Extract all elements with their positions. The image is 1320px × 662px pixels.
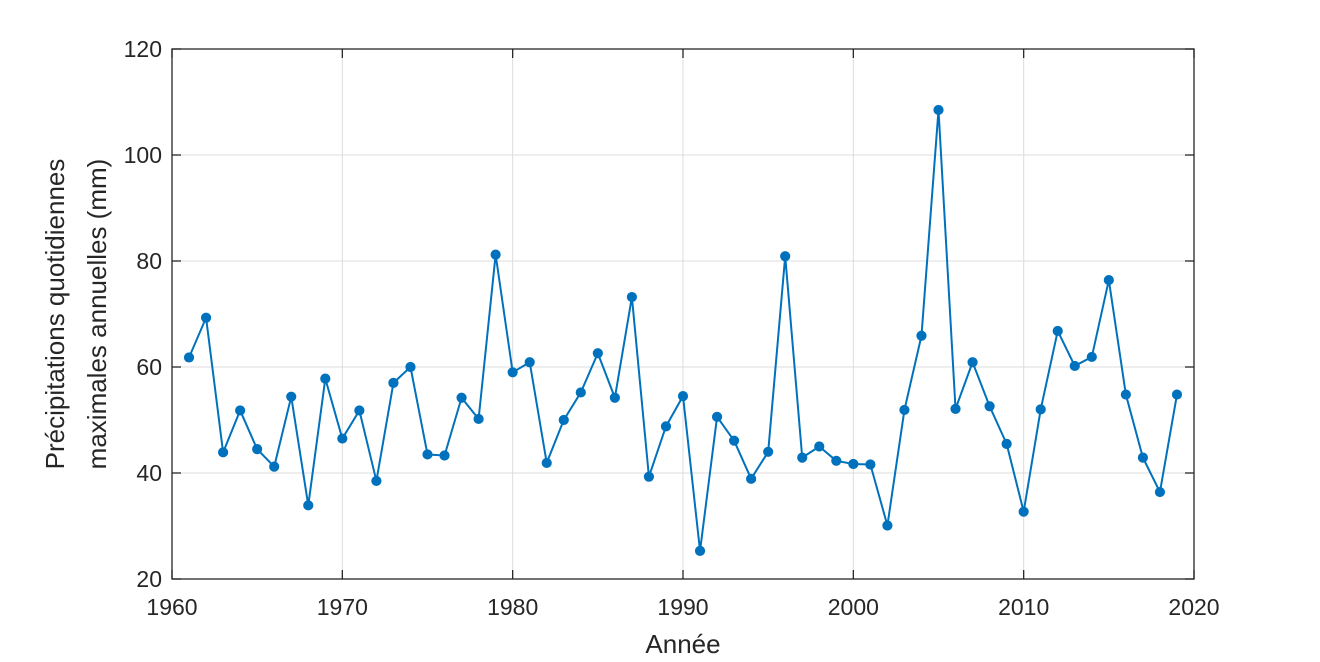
data-point	[1120, 389, 1131, 400]
data-point	[933, 104, 944, 116]
data-point	[643, 471, 655, 482]
y-tick-label: 120	[124, 36, 162, 62]
data-point	[286, 391, 297, 402]
data-point	[439, 450, 450, 461]
y-axis-label-line-1: Précipitations quotidiennes	[40, 159, 70, 470]
data-point	[422, 449, 433, 460]
y-tick-label: 20	[136, 566, 162, 592]
data-point	[1137, 452, 1149, 463]
data-point	[592, 348, 603, 359]
x-tick-label: 2010	[998, 594, 1049, 620]
x-tick-label: 1990	[657, 594, 708, 620]
data-point	[541, 457, 552, 469]
data-point	[1171, 389, 1183, 400]
data-point	[303, 500, 314, 511]
data-point	[729, 435, 740, 446]
data-point	[183, 352, 195, 363]
data-point	[1069, 360, 1080, 372]
data-point	[269, 461, 280, 472]
data-point	[848, 458, 859, 470]
x-tick-label: 1960	[146, 594, 197, 620]
data-point	[1001, 438, 1012, 449]
x-tick-label: 1980	[487, 594, 538, 620]
x-tick-label: 1970	[317, 594, 368, 620]
y-axis-label: Précipitations quotidiennes maximales an…	[40, 159, 112, 470]
data-point	[558, 414, 569, 426]
data-point	[899, 404, 910, 416]
data-point	[388, 377, 399, 388]
data-point	[218, 447, 229, 458]
data-point	[1086, 351, 1097, 363]
data-point	[916, 330, 927, 341]
data-point	[694, 545, 706, 557]
y-tick-labels: 20 40 60 80 100 120	[124, 36, 162, 592]
data-point	[490, 249, 501, 260]
axis-ticks	[171, 48, 1195, 580]
y-tick-label: 60	[136, 354, 162, 380]
data-point	[337, 433, 348, 444]
data-point	[797, 452, 808, 463]
data-point	[473, 413, 484, 425]
data-point	[609, 392, 620, 403]
data-point	[950, 403, 961, 414]
x-tick-label: 2020	[1168, 594, 1219, 620]
data-point	[575, 387, 586, 398]
x-tick-label: 2000	[828, 594, 879, 620]
y-tick-label: 100	[124, 142, 162, 168]
data-point	[1103, 274, 1114, 286]
data-point	[200, 312, 212, 323]
data-point	[1052, 325, 1063, 337]
data-point	[354, 405, 365, 416]
data-point	[711, 411, 723, 422]
data-point	[865, 459, 876, 470]
x-axis-label: Année	[645, 629, 720, 659]
data-point	[967, 357, 978, 368]
data-point	[320, 373, 331, 384]
data-point	[1154, 486, 1166, 498]
data-point	[524, 357, 535, 368]
data-point	[814, 441, 825, 452]
data-point	[1035, 404, 1046, 415]
data-point	[371, 475, 382, 487]
data-point	[677, 391, 689, 402]
data-point	[235, 405, 246, 416]
data-point	[780, 251, 791, 262]
data-point	[763, 446, 774, 457]
data-point	[456, 392, 467, 403]
y-tick-label: 80	[136, 248, 162, 274]
y-tick-label: 40	[136, 460, 162, 486]
data-point	[405, 361, 416, 373]
data-point	[746, 473, 757, 484]
y-axis-label-line-2: maximales annuelles (mm)	[82, 159, 112, 470]
grid-lines	[172, 49, 1194, 579]
x-tick-labels: 1960 1970 1980 1990 2000 2010 2020	[146, 594, 1219, 620]
data-point	[626, 291, 638, 303]
data-point	[984, 401, 995, 412]
data-point	[252, 444, 263, 455]
data-series	[183, 104, 1183, 557]
data-point	[882, 520, 893, 531]
data-point	[1018, 506, 1029, 517]
data-point	[660, 421, 672, 432]
data-point	[831, 455, 842, 466]
data-point	[507, 367, 518, 378]
